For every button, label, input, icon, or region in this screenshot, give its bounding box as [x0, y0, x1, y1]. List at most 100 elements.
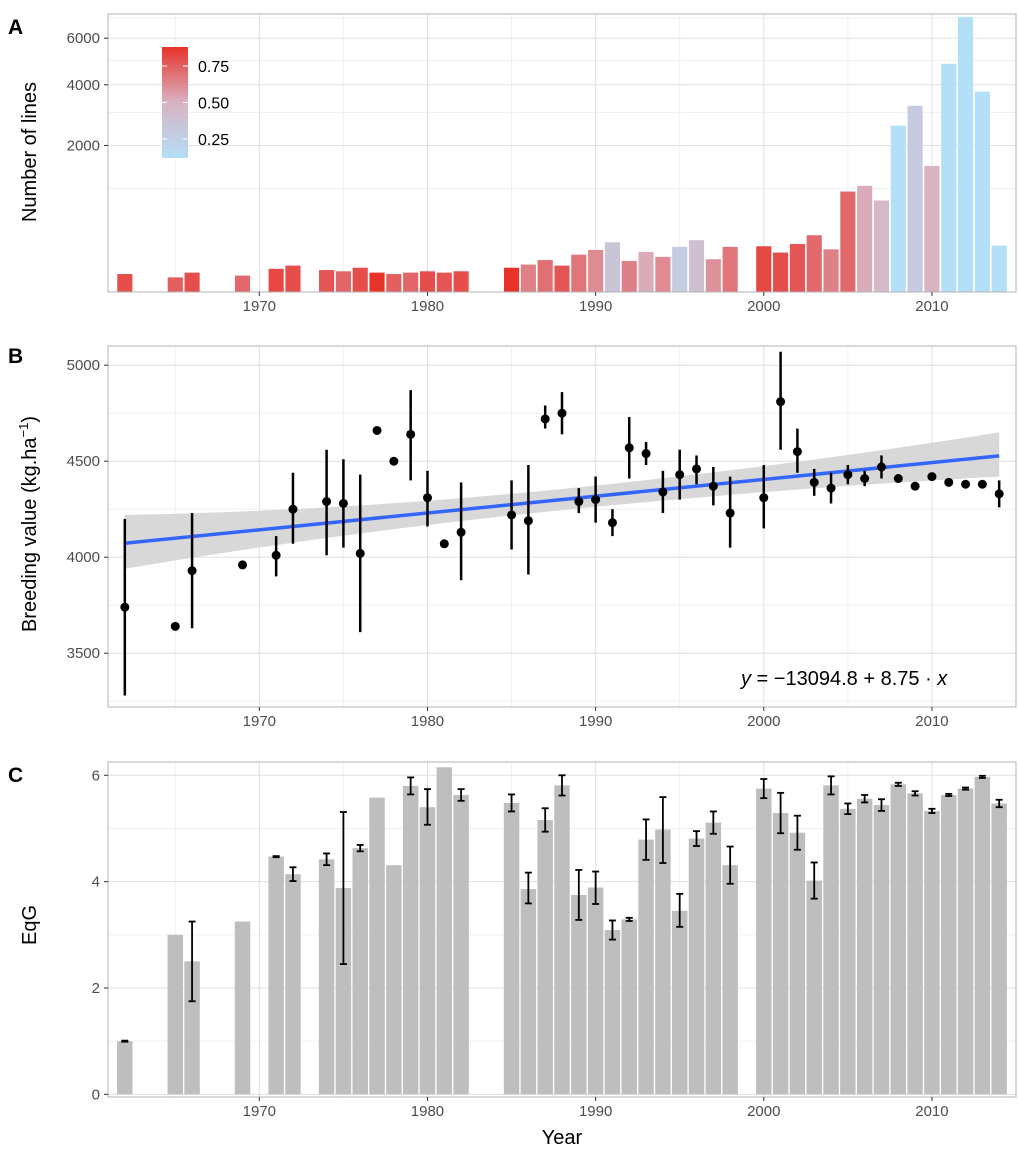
y-tick-label: 4000 — [67, 549, 100, 566]
data-point — [625, 443, 634, 452]
data-point — [457, 528, 466, 537]
bar — [588, 250, 603, 292]
data-point — [911, 482, 920, 491]
x-tick-label: 2000 — [747, 298, 780, 315]
x-tick-label: 2000 — [747, 1103, 780, 1120]
panel-b-y-ticks: 3500400045005000 — [67, 357, 108, 662]
y-tick-label: 6 — [92, 767, 100, 784]
x-tick-label: 2010 — [915, 1103, 948, 1120]
bar — [386, 865, 401, 1094]
eq-x: x — [936, 668, 948, 690]
legend-label: 0.50 — [198, 96, 229, 113]
bar — [790, 833, 805, 1095]
x-tick-label: 1980 — [411, 713, 444, 730]
data-point — [389, 457, 398, 466]
bar — [706, 259, 721, 292]
data-point — [171, 622, 180, 631]
bar — [823, 785, 838, 1094]
bar — [689, 839, 704, 1095]
bar — [756, 789, 771, 1095]
data-point — [524, 516, 533, 525]
bar — [571, 255, 586, 292]
data-point — [978, 480, 987, 489]
x-tick-label: 1990 — [579, 298, 612, 315]
bar — [420, 271, 435, 292]
bar — [975, 92, 990, 292]
bar — [907, 793, 922, 1094]
bar — [403, 786, 418, 1094]
data-point — [406, 430, 415, 439]
x-tick-label: 1990 — [579, 1103, 612, 1120]
x-tick-label: 1970 — [243, 1103, 276, 1120]
panel-b-regression-equation: y = −13094.8 + 8.75 · x — [739, 668, 948, 690]
bar — [723, 247, 738, 292]
data-point — [188, 566, 197, 575]
panel-b-y-axis-title-superscript: −1 — [16, 423, 31, 438]
eq-intercept: −13094.8 — [774, 668, 858, 690]
panel-a-chart: A 2000 4000 6000 1970 1980 1990 2000 2010 Numb… — [8, 14, 1016, 315]
bar — [504, 268, 519, 292]
x-tick-label: 1970 — [243, 713, 276, 730]
data-point — [877, 462, 886, 471]
bar — [117, 274, 132, 292]
bar — [807, 235, 822, 292]
data-point — [440, 539, 449, 548]
bar — [924, 166, 939, 292]
bar — [420, 807, 435, 1094]
bar — [857, 186, 872, 292]
bar — [285, 266, 300, 292]
y-tick-label: 4000 — [67, 77, 100, 94]
bar — [773, 253, 788, 292]
data-point — [675, 470, 684, 479]
data-point — [120, 603, 129, 612]
panel-b-regression-line — [125, 456, 999, 543]
bar — [285, 874, 300, 1094]
eq-plus: + — [858, 668, 881, 690]
panel-c-chart: C 0246 1970 1980 1990 2000 2010 EqG Year — [8, 762, 1016, 1149]
data-point — [759, 493, 768, 502]
panel-c-x-ticks: 1970 1980 1990 2000 2010 — [243, 1097, 949, 1120]
data-point — [776, 397, 785, 406]
bar — [185, 273, 200, 292]
data-point — [894, 474, 903, 483]
eq-dot: · — [920, 668, 938, 690]
bar — [521, 889, 536, 1094]
panel-a-bars — [117, 17, 1007, 292]
bar — [537, 820, 552, 1094]
bar — [453, 795, 468, 1094]
y-tick-label: 0 — [92, 1086, 100, 1103]
bar — [538, 260, 553, 292]
data-point — [356, 549, 365, 558]
bar — [655, 257, 670, 292]
data-point — [726, 509, 735, 518]
data-point — [927, 472, 936, 481]
data-point — [961, 480, 970, 489]
bar — [571, 895, 586, 1094]
panel-a-y-axis-title: Number of lines — [19, 82, 41, 222]
bar — [672, 247, 687, 292]
bar — [554, 266, 569, 292]
bar — [454, 271, 469, 292]
data-point — [827, 484, 836, 493]
bar — [991, 803, 1006, 1094]
y-tick-label: 6000 — [67, 30, 100, 47]
data-point — [423, 493, 432, 502]
data-point — [860, 474, 869, 483]
panel-b-chart: B 3500400045005000 1970 1980 1990 2000 2010 … — [8, 345, 1016, 730]
y-tick-label: 4 — [92, 874, 100, 891]
data-point — [373, 426, 382, 435]
bar — [168, 935, 183, 1095]
legend-label: 0.25 — [198, 132, 229, 149]
bar — [958, 789, 973, 1095]
data-point — [541, 414, 550, 423]
panel-b-y-axis-title-close: ) — [19, 416, 41, 423]
bar — [117, 1041, 132, 1094]
bar — [790, 244, 805, 292]
data-point — [642, 449, 651, 458]
bar — [235, 276, 250, 292]
y-tick-label: 5000 — [67, 357, 100, 374]
legend-label: 0.75 — [198, 59, 229, 76]
bar — [369, 798, 384, 1095]
data-point — [322, 497, 331, 506]
bar — [622, 261, 637, 292]
